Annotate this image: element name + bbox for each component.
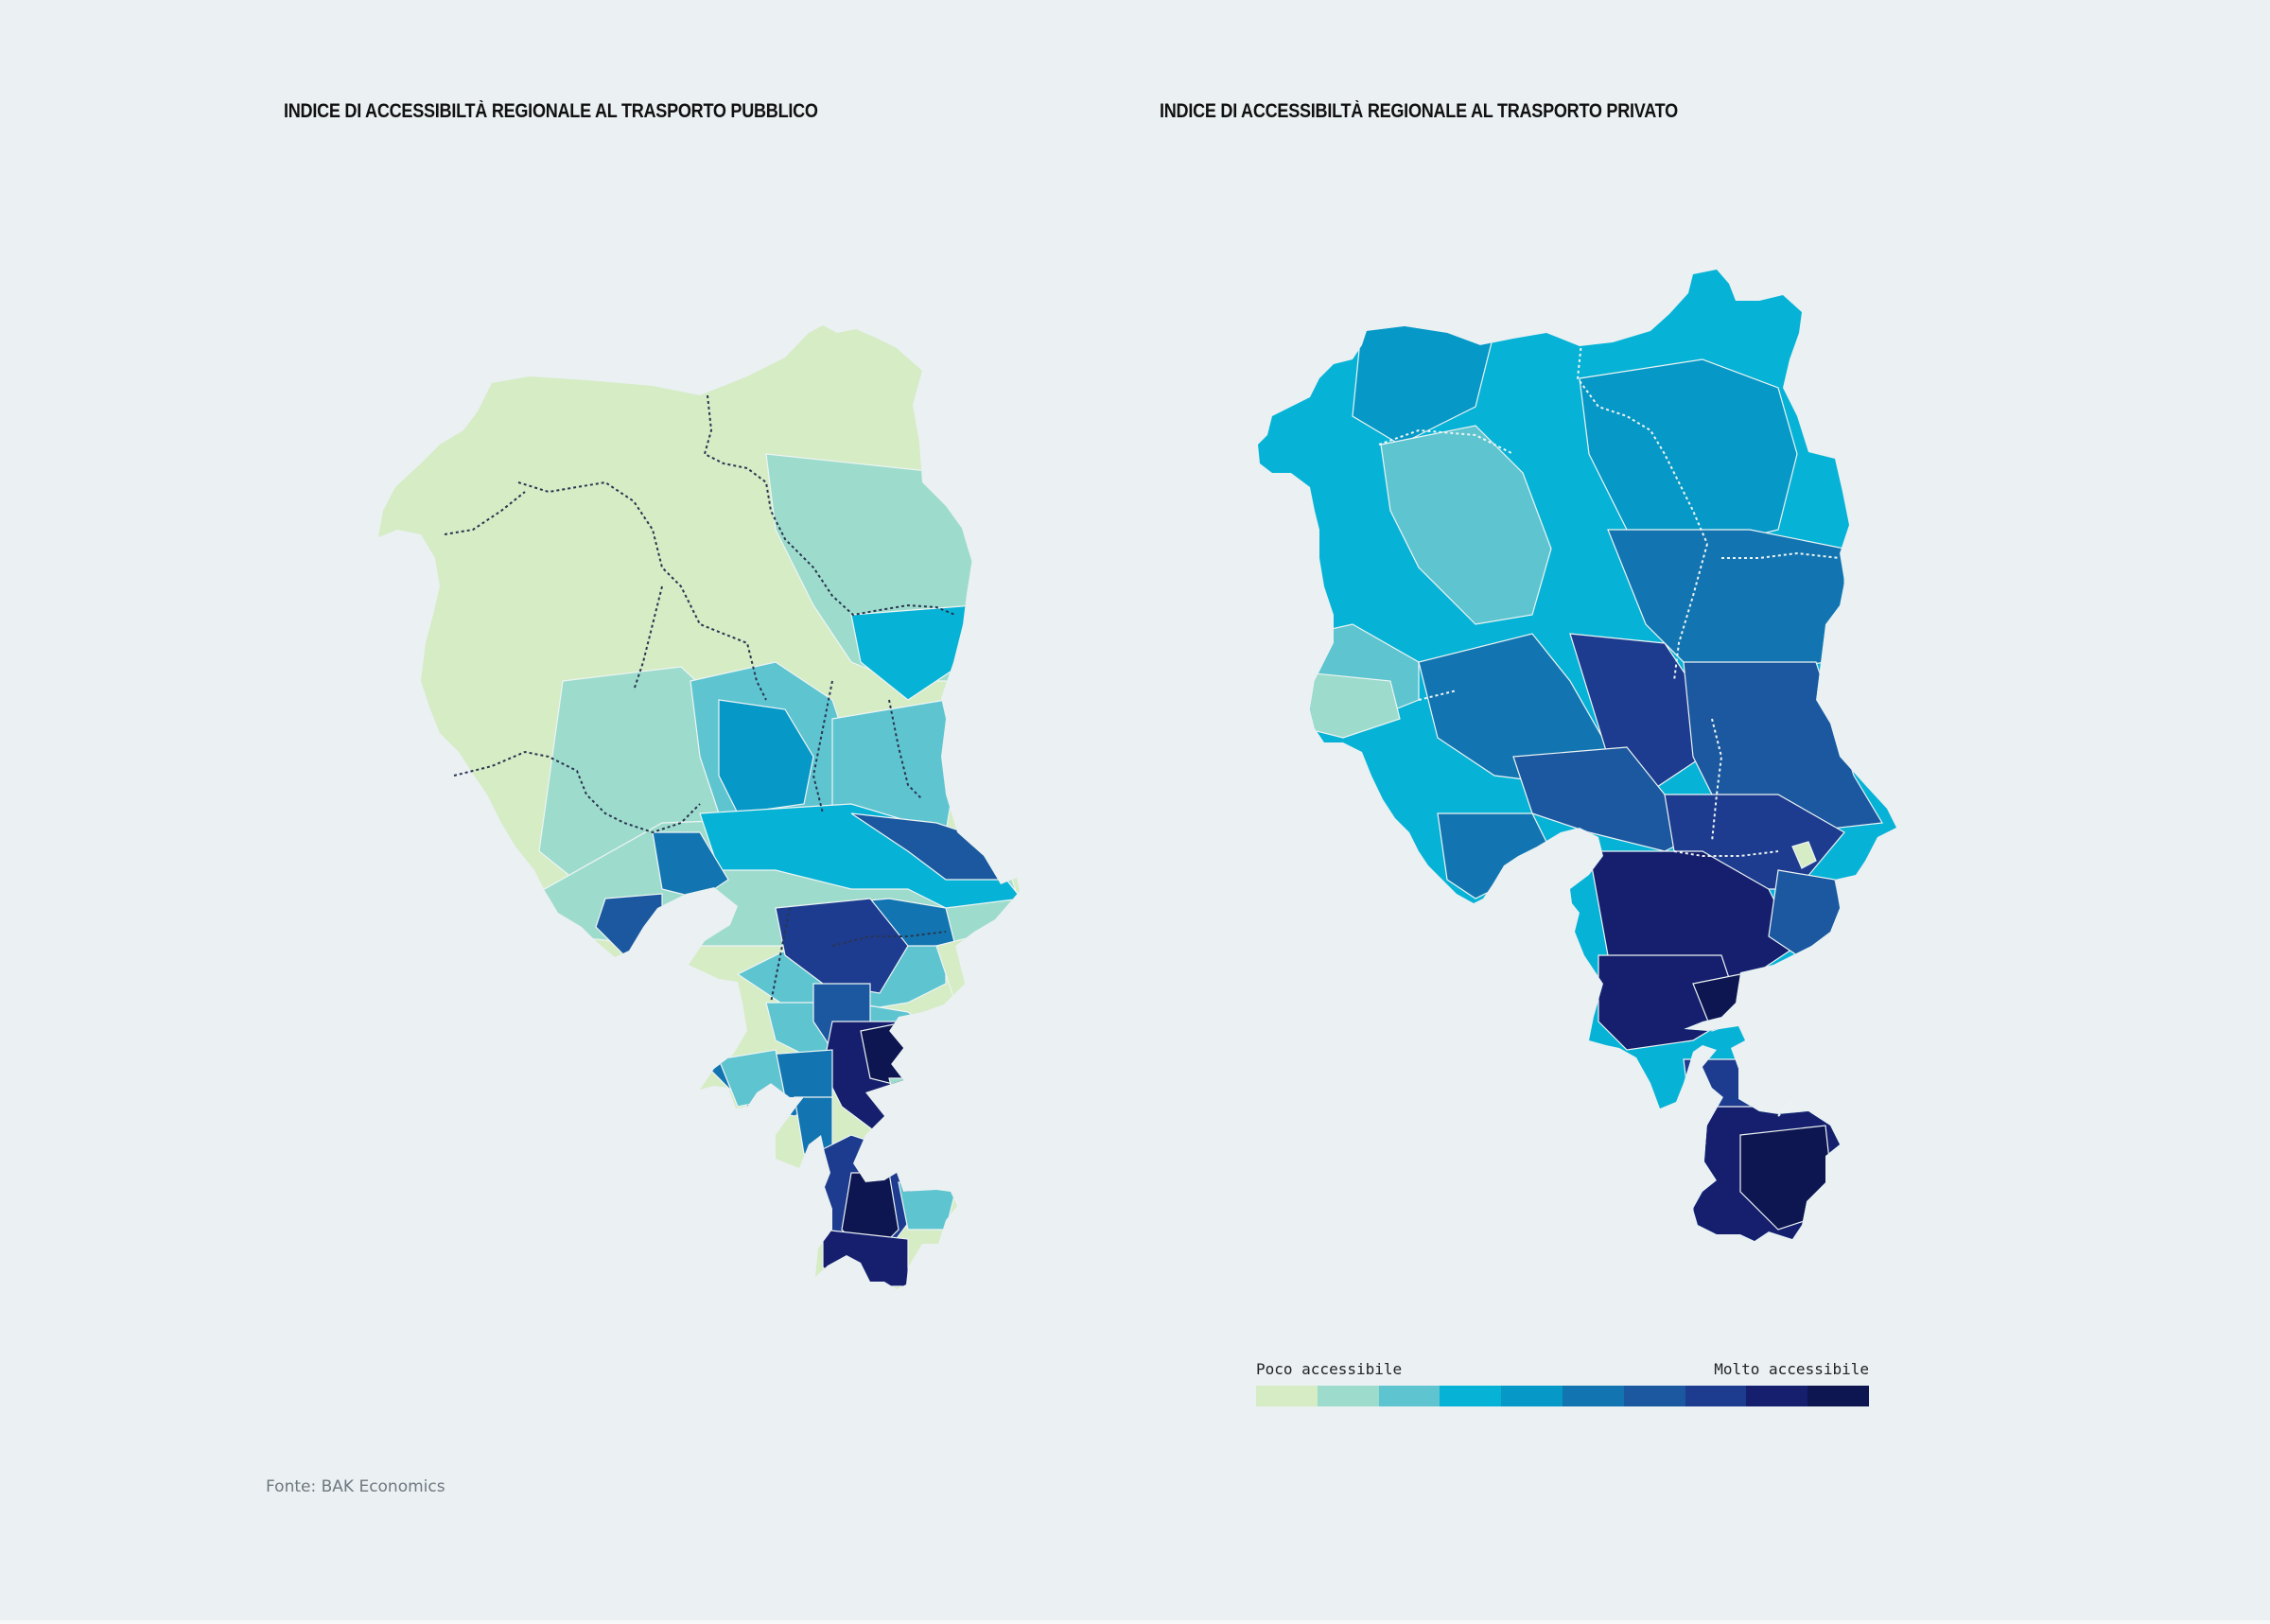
bottom-band	[0, 1620, 2270, 1624]
zone-north-east	[1579, 358, 1798, 550]
legend-color-scale	[1256, 1386, 1869, 1406]
zone-val-colla	[888, 1077, 1004, 1164]
legend-swatch-4	[1440, 1386, 1502, 1406]
zone-center-mid	[718, 699, 814, 814]
zone-south-tip	[822, 1229, 909, 1287]
zone-north-east-blue	[850, 604, 975, 701]
public-transport-map-title: INDICE DI ACCESSIBILTÀ REGIONALE AL TRAS…	[284, 100, 818, 122]
zone-ceneri	[775, 898, 909, 994]
legend-swatch-10	[1807, 1386, 1869, 1406]
source-note: Fonte: BAK Economics	[266, 1477, 445, 1496]
legend-swatch-5	[1501, 1386, 1563, 1406]
private-district-borders	[1378, 341, 1841, 1117]
legend-swatch-6	[1562, 1386, 1624, 1406]
zone-malcantone-west	[718, 1049, 786, 1108]
private-transport-map	[1258, 270, 1896, 1241]
legend-high-label: Molto accessibile	[1714, 1360, 1869, 1378]
zone-isolated-low	[1791, 841, 1817, 869]
private-transport-map-title: INDICE DI ACCESSIBILTÀ REGIONALE AL TRAS…	[1160, 100, 1678, 122]
public-district-borders	[444, 394, 956, 1004]
legend-swatch-2	[1317, 1386, 1379, 1406]
accessibility-legend: Poco accessibile Molto accessibile	[1256, 1360, 1869, 1406]
zone-maggia	[1380, 425, 1552, 625]
zone-mendrisio-east	[898, 1181, 956, 1231]
legend-swatch-8	[1685, 1386, 1747, 1406]
legend-swatch-1	[1256, 1386, 1318, 1406]
legend-swatch-3	[1378, 1386, 1441, 1406]
public-transport-map	[378, 325, 1020, 1289]
legend-low-label: Poco accessibile	[1256, 1360, 1403, 1378]
legend-swatch-7	[1623, 1386, 1685, 1406]
legend-swatch-9	[1746, 1386, 1808, 1406]
zone-colla	[1768, 869, 1845, 956]
